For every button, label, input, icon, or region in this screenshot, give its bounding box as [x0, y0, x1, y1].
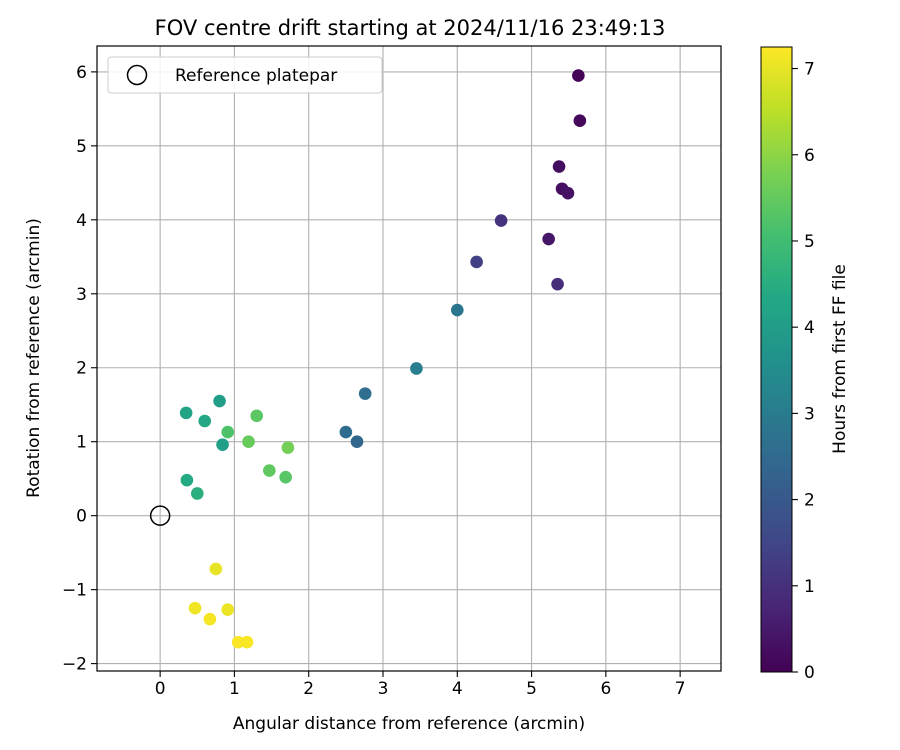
reference-marker [149, 505, 171, 526]
data-point [561, 186, 575, 200]
colorbar-tick-label: 1 [804, 577, 815, 597]
x-axis-ticks: 0 1 2 3 4 5 6 7 [155, 671, 686, 699]
colorbar-tick-label: 7 [804, 60, 815, 80]
data-point [213, 394, 226, 408]
y-tick-label: 4 [76, 211, 87, 231]
x-tick-label: 5 [526, 679, 537, 699]
x-tick-label: 6 [600, 679, 611, 699]
data-point [551, 277, 564, 291]
x-tick-label: 2 [303, 679, 314, 699]
colorbar-label: Hours from first FF file [830, 264, 850, 454]
y-axis-label: Rotation from reference (arcmin) [24, 218, 44, 498]
data-point [450, 303, 464, 317]
y-tick-label: 6 [76, 63, 87, 83]
y-tick-label: 3 [76, 285, 87, 305]
data-point [188, 601, 202, 615]
y-tick-label: 1 [76, 433, 87, 453]
data-point [203, 612, 217, 626]
data-point [281, 441, 295, 454]
data-point [216, 438, 229, 451]
x-tick-label: 1 [229, 679, 240, 699]
data-point [240, 635, 254, 649]
data-point [198, 414, 212, 428]
data-point [573, 114, 587, 128]
data-point [339, 425, 353, 439]
x-tick-label: 3 [378, 679, 389, 699]
colorbar-tick-label: 0 [804, 663, 815, 683]
data-point [221, 425, 235, 439]
data-point [470, 255, 483, 269]
legend-marker-icon [126, 64, 148, 86]
data-point [552, 160, 566, 173]
plot-frame [96, 45, 722, 672]
data-point [263, 464, 276, 477]
x-tick-label: 0 [155, 679, 166, 699]
data-point [542, 232, 555, 246]
chart-title: FOV centre drift starting at 2024/11/16 … [155, 16, 666, 40]
grid-lines [97, 46, 721, 671]
legend: Reference platepar [107, 56, 383, 94]
data-point [410, 362, 423, 375]
data-point [231, 635, 245, 649]
data-point [572, 69, 585, 82]
colorbar-tick-label: 3 [804, 404, 815, 424]
data-point [242, 435, 255, 449]
data-point [350, 435, 364, 449]
data-point [221, 603, 235, 616]
colorbar-tick-label: 4 [804, 318, 815, 338]
data-point [358, 387, 372, 400]
data-point [180, 473, 194, 487]
y-tick-label: −2 [62, 655, 87, 675]
data-point [279, 470, 292, 484]
data-point [209, 562, 223, 576]
data-point [494, 214, 508, 227]
colorbar-ticks: 0 1 2 3 4 5 6 7 [792, 60, 815, 683]
x-axis-label: Angular distance from reference (arcmin) [233, 714, 585, 734]
colorbar: 0 1 2 3 4 5 6 7 Hours from first FF file [760, 46, 850, 683]
y-tick-label: 0 [76, 507, 87, 527]
colorbar-tick-label: 2 [804, 491, 815, 511]
colorbar-tick-label: 6 [804, 146, 815, 166]
data-points [149, 69, 587, 649]
colorbar-tick-label: 5 [804, 232, 815, 252]
y-tick-label: 2 [76, 359, 87, 379]
legend-box [107, 56, 383, 94]
data-point [179, 406, 193, 420]
y-tick-label: −1 [62, 581, 87, 601]
y-tick-label: 5 [76, 137, 87, 157]
x-tick-label: 4 [452, 679, 463, 699]
y-axis-ticks: −2 −1 0 1 2 3 4 5 6 [62, 63, 97, 675]
legend-label: Reference platepar [175, 66, 337, 86]
x-tick-label: 7 [675, 679, 686, 699]
data-point [250, 409, 264, 423]
colorbar-gradient [760, 46, 793, 673]
data-point [190, 487, 204, 500]
